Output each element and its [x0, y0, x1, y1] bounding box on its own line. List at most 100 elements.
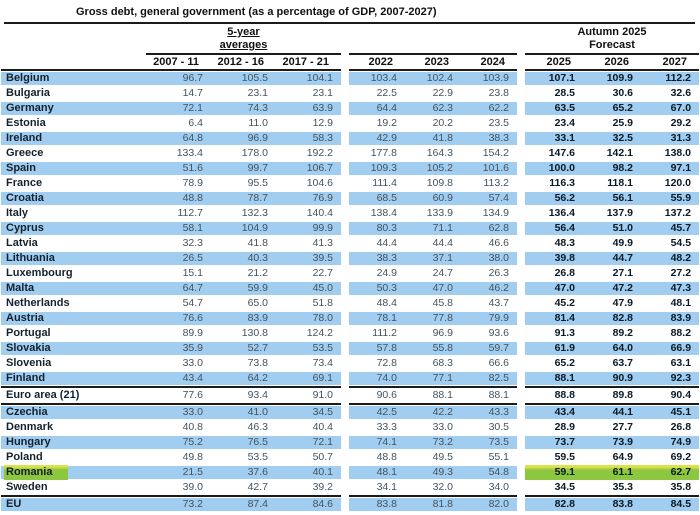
value-cell: 14.7 — [182, 87, 203, 99]
value-cell: 22.7 — [312, 267, 333, 279]
value-cell: 45.0 — [276, 281, 341, 296]
value-cell: 12.9 — [312, 117, 333, 129]
value-cell: 83.9 — [211, 311, 276, 326]
value-cell: 23.4 — [554, 117, 575, 129]
table-row: Austria 76.6 83.9 78.0 78.1 77.8 79.9 81.4 82.8 8… — [1, 311, 700, 326]
value-cell: 73.5 — [461, 435, 517, 450]
value-cell: 52.7 — [211, 341, 276, 356]
table-row: Ireland 64.8 96.9 58.3 42.9 41.8 38.3 33.1 32.5 3… — [1, 131, 700, 146]
section-gap — [341, 341, 349, 356]
five-year-line2: averages — [219, 39, 268, 51]
value-cell: 57.4 — [461, 191, 517, 206]
value-cell: 76.6 — [146, 311, 211, 326]
value-cell: 42.2 — [405, 404, 461, 420]
value-cell: 63.1 — [670, 357, 692, 369]
value-cell: 55.9 — [641, 191, 700, 206]
value-cell: 78.7 — [211, 191, 276, 206]
value-cell: 64.9 — [612, 451, 633, 463]
value-cell: 138.0 — [664, 147, 692, 159]
value-cell: 83.9 — [641, 311, 700, 326]
table-row: Slovenia 33.0 73.8 73.4 72.8 68.3 66.6 65.2 63.7… — [1, 356, 699, 371]
country-name: Cyprus — [1, 221, 146, 236]
value-cell: 73.2 — [146, 495, 211, 512]
country-name: France — [6, 177, 43, 189]
value-cell: 26.5 — [146, 251, 211, 266]
table-row: Croatia 48.8 78.7 76.9 68.5 60.9 57.4 56.2 56.1 5… — [1, 191, 700, 206]
section-gap — [341, 266, 349, 281]
value-cell: 42.9 — [349, 131, 405, 146]
value-cell: 71.1 — [405, 221, 461, 236]
section-gap — [517, 116, 525, 131]
value-cell: 44.4 — [432, 237, 453, 249]
country-name: EU — [1, 495, 146, 512]
section-gap — [341, 404, 349, 420]
value-cell: 103.4 — [349, 70, 405, 86]
value-cell: 87.4 — [211, 495, 276, 512]
value-cell: 164.3 — [426, 147, 453, 159]
section-gap — [341, 496, 349, 512]
value-cell: 64.7 — [146, 281, 211, 296]
value-cell: 63.9 — [276, 101, 341, 116]
value-cell: 73.2 — [405, 435, 461, 450]
value-cell: 32.0 — [432, 481, 453, 493]
value-cell: 48.3 — [554, 237, 575, 249]
section-gap — [517, 404, 525, 420]
value-cell: 37.1 — [405, 251, 461, 266]
value-cell: 72.1 — [276, 435, 341, 450]
section-gap — [341, 191, 349, 206]
value-cell: 27.1 — [612, 267, 633, 279]
section-gap — [341, 131, 349, 146]
value-cell: 109.8 — [426, 177, 453, 189]
value-cell: 48.4 — [376, 297, 397, 309]
value-cell: 66.6 — [488, 357, 509, 369]
value-cell: 130.8 — [241, 327, 268, 339]
value-cell: 24.7 — [432, 267, 453, 279]
section-gap — [341, 54, 349, 70]
section-gap — [341, 281, 349, 296]
table-row: Spain 51.6 99.7 106.7 109.3 105.2 101.6 100.0 98… — [1, 161, 700, 176]
table-row: Sweden 39.0 42.7 39.2 34.1 32.0 34.0 34.5 35.3 35… — [1, 480, 699, 496]
value-cell: 118.1 — [607, 177, 633, 189]
table-body: Belgium 96.7 105.5 104.1 103.4 102.4 103.9 107.… — [1, 70, 700, 512]
value-cell: 20.2 — [432, 117, 453, 129]
value-cell: 59.1 — [525, 465, 583, 480]
country-name: Germany — [1, 101, 146, 116]
value-cell: 60.9 — [405, 191, 461, 206]
value-cell: 89.2 — [612, 327, 633, 339]
value-cell: 51.0 — [583, 221, 641, 236]
value-cell: 77.8 — [405, 311, 461, 326]
value-cell: 137.9 — [606, 207, 633, 219]
country-column-blank — [1, 54, 146, 71]
country-name: Czechia — [1, 404, 146, 420]
table-row: Denmark 40.8 46.3 40.4 33.3 33.0 30.5 28.9 27.7 2… — [1, 420, 699, 435]
value-cell: 78.9 — [182, 177, 203, 189]
value-cell: 112.2 — [641, 70, 700, 86]
section-gap — [517, 236, 525, 251]
table-title: Gross debt, general government (as a per… — [76, 6, 437, 18]
value-cell: 138.4 — [370, 207, 397, 219]
value-cell: 41.3 — [312, 237, 333, 249]
section-gap — [341, 311, 349, 326]
value-cell: 91.0 — [276, 386, 341, 405]
value-cell: 92.3 — [641, 371, 700, 387]
value-cell: 72.8 — [376, 357, 397, 369]
value-cell: 40.4 — [312, 421, 333, 433]
section-gap — [517, 341, 525, 356]
value-cell: 84.6 — [276, 495, 341, 512]
value-cell: 32.5 — [583, 131, 641, 146]
section-gap — [341, 176, 349, 191]
value-cell: 106.7 — [276, 161, 341, 176]
value-cell: 154.2 — [482, 147, 509, 159]
table-row: Belgium 96.7 105.5 104.1 103.4 102.4 103.9 107.… — [1, 70, 700, 86]
value-cell: 80.3 — [349, 221, 405, 236]
section-gap — [341, 101, 349, 116]
value-cell: 120.0 — [664, 177, 692, 189]
value-cell: 39.8 — [525, 251, 583, 266]
value-cell: 49.3 — [405, 465, 461, 480]
value-cell: 82.8 — [583, 311, 641, 326]
value-cell: 59.9 — [211, 281, 276, 296]
value-cell: 33.0 — [432, 421, 453, 433]
value-cell: 101.6 — [461, 161, 517, 176]
section-gap — [517, 387, 525, 404]
section-gap — [517, 131, 525, 146]
